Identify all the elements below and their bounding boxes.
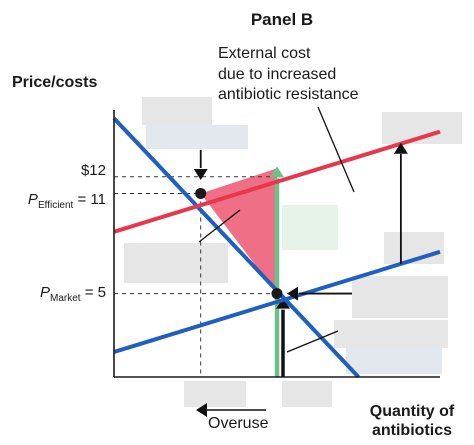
market-label-arrowhead: [287, 286, 298, 301]
overuse-arrowhead: [196, 403, 207, 417]
black-arrow-leader-line: [286, 330, 339, 353]
efficient-label-arrowhead: [193, 169, 208, 180]
y-axis-label: Price/costs: [12, 74, 97, 91]
placeholder-box: [124, 243, 228, 283]
annotation-line-3: antibiotic resistance: [218, 86, 359, 103]
placeholder-box: [282, 381, 332, 407]
placeholder-box: [346, 348, 442, 374]
y-tick-label-market-p: P: [40, 284, 50, 301]
y-tick-label-market: PMarket = 5: [40, 284, 106, 304]
placeholder-box: [146, 125, 248, 149]
y-tick-label-market-value: = 5: [81, 284, 106, 301]
x-axis-label-line-1: Quantity of: [370, 403, 455, 420]
annotation-line-1: External cost: [218, 45, 311, 62]
placeholder-box: [352, 276, 448, 318]
placeholder-box: [334, 320, 448, 348]
y-tick-label-efficient-p: P: [28, 191, 38, 208]
y-tick-label-efficient-sub: Efficient: [38, 200, 74, 211]
demand-curve: [112, 116, 360, 379]
dwl-leader-line: [198, 209, 241, 243]
placeholder-box: [184, 381, 246, 407]
annotation-pointer-line: [317, 106, 355, 193]
market-point: [271, 288, 283, 300]
private-cost-curve: [113, 249, 441, 354]
efficient-point: [195, 187, 207, 199]
external-cost-gap-arrowhead: [393, 142, 408, 154]
x-axis-label-line-2: antibiotics: [372, 422, 452, 439]
y-tick-label-efficient: PEfficient = 11: [28, 191, 106, 211]
social-cost-curve: [113, 129, 441, 234]
y-tick-label-12: $12: [81, 162, 106, 179]
plot-area: [112, 106, 441, 417]
overuse-label: Overuse: [208, 415, 269, 432]
chart-title: Panel B: [251, 10, 313, 29]
external-cost-green-arrowhead: [270, 166, 284, 178]
market-quantity-arrowhead: [276, 297, 290, 309]
y-tick-label-efficient-value: = 11: [73, 191, 106, 208]
placeholder-box: [282, 205, 338, 250]
placeholder-box: [142, 97, 212, 125]
y-tick-label-market-sub: Market: [50, 293, 81, 304]
placeholder-boxes: [124, 97, 462, 407]
annotation-line-2: due to increased: [218, 66, 336, 83]
